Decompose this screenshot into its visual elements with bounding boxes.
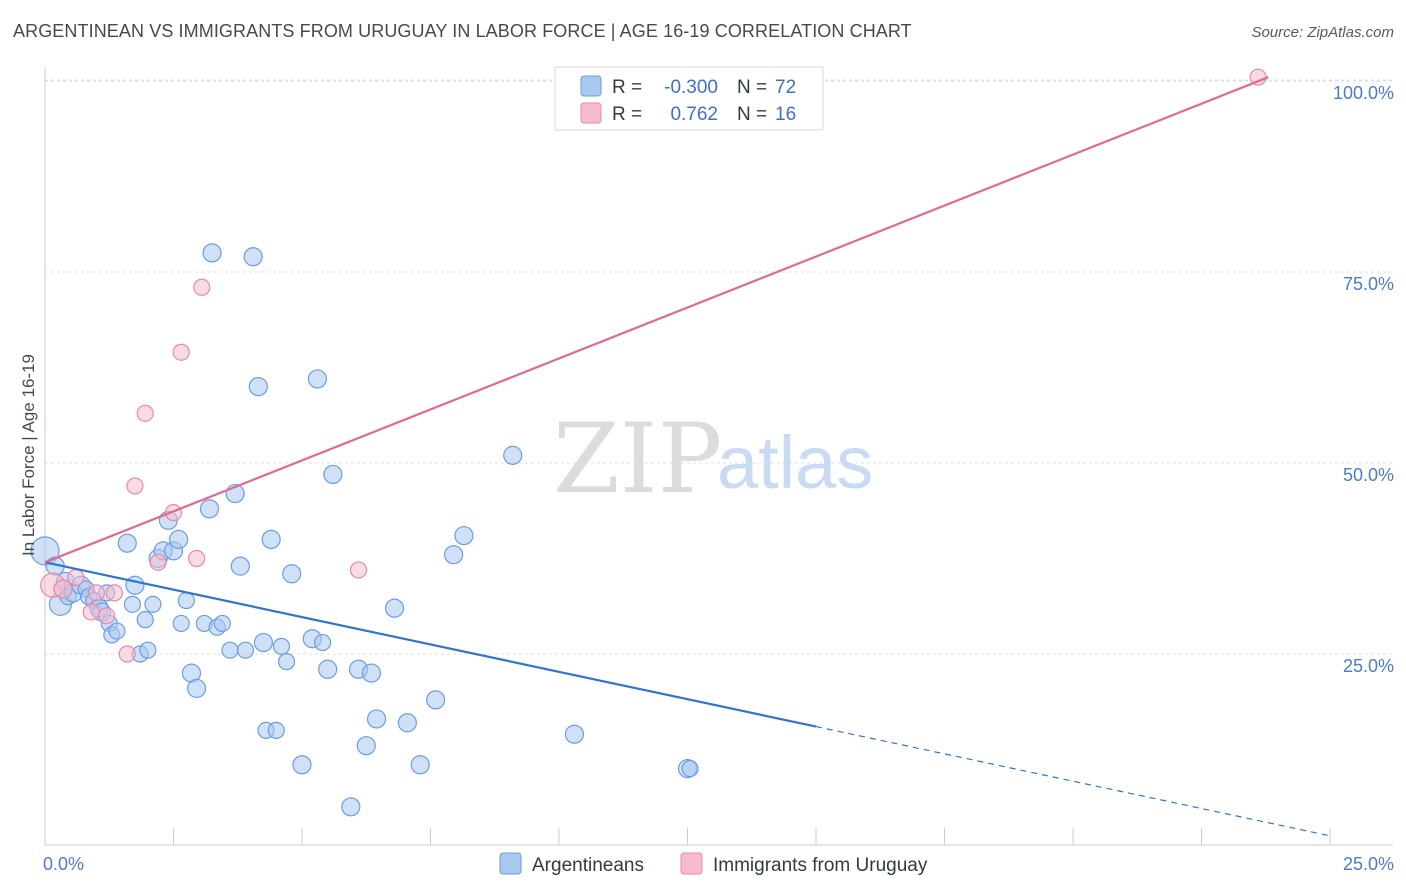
argentinean-point-32: [187, 678, 207, 698]
watermark-atlas: atlas: [717, 421, 873, 504]
argentinean-point-23: [144, 595, 162, 613]
chart-title: ARGENTINEAN VS IMMIGRANTS FROM URUGUAY I…: [13, 21, 912, 41]
y-tick-label-2: 75.0%: [1343, 274, 1394, 294]
uruguay-point-10: [149, 553, 167, 571]
argentinean-trend-line: [44, 561, 817, 728]
uruguay-point-13: [188, 549, 206, 568]
legend-r-value-2: 0.762: [670, 104, 718, 125]
uruguay-point-3: [82, 603, 100, 621]
argentinean-point-35: [202, 243, 222, 263]
argentinean-point-37: [213, 614, 231, 633]
bottom-legend: Argentineans Immigrants from Uruguay: [499, 852, 928, 876]
uruguay-trend-line: [44, 76, 1269, 564]
uruguay-point-15: [349, 561, 368, 579]
argentinean-point-28: [169, 529, 189, 550]
argentinean-point-69: [564, 724, 585, 744]
argentinean-point-57: [341, 797, 361, 817]
argentinean-point-43: [248, 377, 268, 397]
argentinean-point-59: [356, 736, 376, 756]
data-points: [30, 68, 1267, 817]
legend-r-label-2: R =: [612, 104, 642, 125]
y-axis-label: In Labor Force | Age 16-19: [19, 354, 38, 556]
argentinean-point-22: [139, 641, 157, 659]
bottom-legend-label-argentineans: Argentineans: [532, 855, 644, 876]
y-tick-label-3: 100.0%: [1333, 83, 1394, 103]
y-tick-labels: 25.0% 50.0% 75.0% 100.0%: [1333, 83, 1394, 676]
argentinean-point-62: [384, 598, 405, 618]
uruguay-point-2: [67, 568, 85, 587]
argentinean-point-55: [318, 659, 338, 679]
uruguay-point-7: [118, 645, 136, 663]
x-tick-label-0: 0.0%: [43, 854, 84, 874]
uruguay-point-8: [126, 477, 144, 495]
argentinean-point-34: [199, 499, 220, 519]
argentinean-point-42: [243, 247, 263, 267]
argentinean-point-49: [277, 653, 296, 671]
argentinean-point-56: [323, 464, 343, 485]
argentinean-point-19: [125, 575, 145, 595]
argentinean-point-63: [397, 713, 417, 733]
argentinean-point-18: [123, 595, 141, 613]
bottom-legend-swatch-argentineans: [499, 852, 522, 875]
argentinean-trend-extension: [815, 725, 1331, 837]
argentinean-point-38: [221, 641, 239, 659]
argentinean-point-41: [236, 641, 255, 659]
bottom-legend-swatch-uruguay: [680, 852, 703, 875]
argentinean-point-66: [444, 545, 464, 565]
x-tick-label-1: 25.0%: [1343, 854, 1394, 874]
argentinean-point-61: [366, 709, 387, 729]
argentinean-point-50: [282, 564, 302, 584]
argentinean-point-29: [172, 614, 190, 633]
y-tick-label-1: 50.0%: [1343, 465, 1394, 485]
argentinean-point-44: [253, 632, 274, 653]
argentinean-point-30: [177, 591, 195, 610]
uruguay-point-9: [136, 404, 154, 422]
legend-n-label-1: N =: [737, 77, 767, 98]
argentinean-point-17: [117, 533, 137, 553]
argentinean-point-65: [426, 690, 446, 710]
bottom-legend-label-uruguay: Immigrants from Uruguay: [713, 855, 928, 876]
y-tick-label-0: 25.0%: [1343, 656, 1394, 676]
x-tick-labels: 0.0% 25.0%: [43, 854, 1394, 874]
argentinean-point-21: [136, 611, 154, 629]
legend-n-value-1: 72: [775, 77, 796, 98]
legend-swatch-argentineans: [580, 75, 602, 97]
uruguay-point-4: [87, 584, 106, 602]
argentinean-point-46: [261, 529, 281, 550]
argentinean-point-60: [361, 663, 381, 683]
axes: [44, 67, 1393, 846]
argentinean-point-48: [272, 637, 291, 655]
uruguay-point-14: [193, 278, 211, 296]
argentinean-point-64: [410, 755, 430, 775]
argentinean-point-53: [307, 369, 328, 389]
legend-n-label-2: N =: [737, 104, 767, 125]
uruguay-point-1: [53, 579, 73, 599]
legend-swatch-uruguay: [580, 102, 602, 124]
argentinean-point-40: [230, 556, 250, 576]
legend-r-label-1: R =: [612, 77, 642, 98]
watermark-zip: ZIP: [553, 403, 722, 515]
trend-lines: [44, 76, 1331, 837]
legend: R = -0.300 N = 72 R = 0.762 N = 16: [554, 66, 824, 131]
argentinean-point-51: [292, 755, 312, 775]
uruguay-point-6: [105, 584, 123, 602]
argentinean-point-71: [681, 759, 699, 778]
uruguay-point-5: [98, 607, 116, 625]
legend-n-value-2: 16: [775, 104, 796, 125]
argentinean-point-67: [454, 525, 474, 546]
uruguay-point-12: [172, 343, 190, 361]
argentinean-point-54: [313, 633, 332, 652]
argentinean-point-68: [503, 445, 523, 465]
argentinean-point-16: [108, 622, 126, 640]
legend-r-value-1: -0.300: [664, 77, 718, 98]
argentinean-point-47: [267, 721, 285, 740]
source-credit: Source: ZipAtlas.com: [1251, 24, 1394, 41]
